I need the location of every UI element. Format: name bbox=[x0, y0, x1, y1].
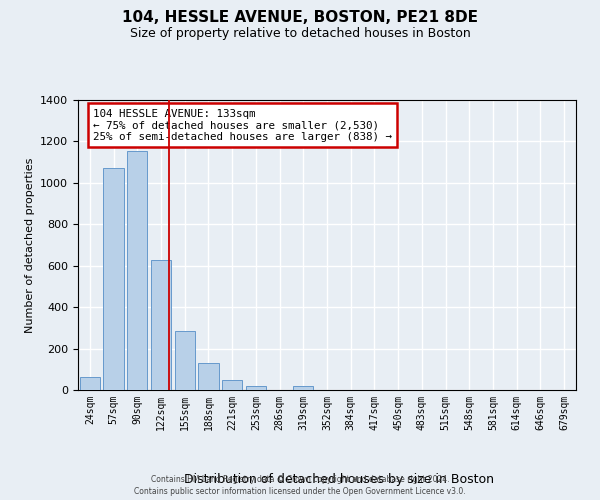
Bar bbox=[151, 260, 171, 390]
Y-axis label: Number of detached properties: Number of detached properties bbox=[25, 158, 35, 332]
Bar bbox=[175, 331, 195, 390]
Text: 104 HESSLE AVENUE: 133sqm
← 75% of detached houses are smaller (2,530)
25% of se: 104 HESSLE AVENUE: 133sqm ← 75% of detac… bbox=[93, 108, 392, 142]
Text: 104, HESSLE AVENUE, BOSTON, PE21 8DE: 104, HESSLE AVENUE, BOSTON, PE21 8DE bbox=[122, 10, 478, 26]
Bar bbox=[127, 151, 148, 390]
Text: Size of property relative to detached houses in Boston: Size of property relative to detached ho… bbox=[130, 28, 470, 40]
Bar bbox=[199, 363, 218, 390]
Bar bbox=[246, 386, 266, 390]
Bar bbox=[293, 386, 313, 390]
Bar bbox=[222, 380, 242, 390]
Text: Contains HM Land Registry data © Crown copyright and database right 2024.
Contai: Contains HM Land Registry data © Crown c… bbox=[134, 474, 466, 496]
Bar bbox=[80, 376, 100, 390]
Text: Distribution of detached houses by size in Boston: Distribution of detached houses by size … bbox=[184, 472, 494, 486]
Bar bbox=[103, 168, 124, 390]
